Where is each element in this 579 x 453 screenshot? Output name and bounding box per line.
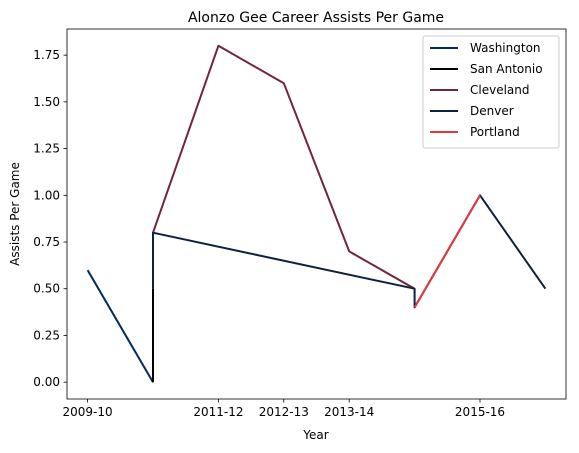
plot-frame xyxy=(66,28,567,400)
legend-label-3: Denver xyxy=(470,104,514,118)
x-axis-label: Year xyxy=(302,428,328,442)
legend-label-2: Cleveland xyxy=(470,83,530,97)
axes-layer xyxy=(66,28,567,400)
y-tick-label: 1.50 xyxy=(33,95,60,109)
legend-label-4: Portland xyxy=(470,125,520,139)
y-axis-label: Assists Per Game xyxy=(8,162,22,266)
y-axis-ticks: 0.00 0.25 0.50 0.75 1.00 1.25 1.50 1.75 xyxy=(33,48,67,389)
x-tick-label: 2015-16 xyxy=(455,405,505,419)
y-tick-label: 0.25 xyxy=(33,328,60,342)
series-layer xyxy=(86,44,547,383)
y-tick-label: 1.25 xyxy=(33,142,60,156)
y-tick-label: 0.00 xyxy=(33,375,60,389)
x-axis-ticks: 2009-10 2011-12 2012-13 2013-14 2015-16 xyxy=(63,399,505,419)
x-tick-label: 2009-10 xyxy=(63,405,113,419)
series-line-0 xyxy=(86,269,154,383)
x-tick-label: 2012-13 xyxy=(259,405,309,419)
y-tick-label: 1.75 xyxy=(33,48,60,62)
legend-frame xyxy=(422,35,560,149)
y-tick-label: 1.00 xyxy=(33,188,60,202)
legend: Washington San Antonio Cleveland Denver Port… xyxy=(422,35,560,149)
legend-label-0: Washington xyxy=(470,41,541,55)
chart-title: Alonzo Gee Career Assists Per Game xyxy=(188,10,444,26)
x-tick-label: 2011-12 xyxy=(193,405,243,419)
series-line-3 xyxy=(152,194,547,309)
legend-label-1: San Antonio xyxy=(470,62,543,76)
series-line-2 xyxy=(152,44,416,290)
x-tick-label: 2013-14 xyxy=(324,405,374,419)
y-tick-label: 0.50 xyxy=(33,282,60,296)
series-line-4 xyxy=(413,194,481,308)
y-tick-label: 0.75 xyxy=(33,235,60,249)
